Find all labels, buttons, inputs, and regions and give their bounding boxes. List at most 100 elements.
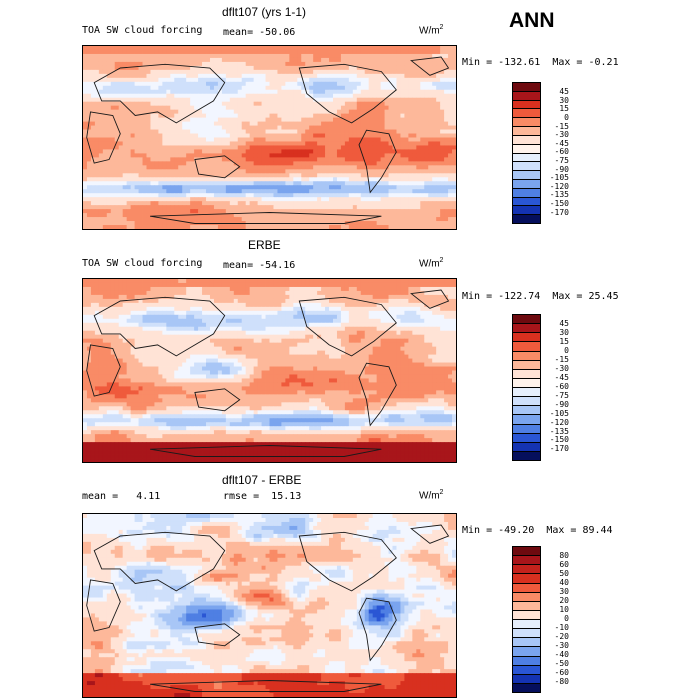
field-cell (269, 169, 274, 174)
field-cell (221, 161, 227, 166)
field-cell (344, 85, 350, 91)
field-cell (428, 169, 433, 174)
field-cell (372, 153, 378, 158)
field-cell (150, 302, 155, 308)
field-cell (221, 169, 227, 174)
field-cell (146, 89, 151, 95)
field-cell (118, 205, 124, 210)
field-cell (317, 125, 322, 130)
field-cell (90, 125, 96, 130)
field-cell (229, 73, 235, 79)
field-cell (265, 161, 270, 166)
field-cell (344, 298, 350, 304)
field-cell (126, 177, 132, 182)
field-cell (317, 294, 322, 300)
field-cell (154, 181, 159, 186)
field-cell (380, 290, 385, 296)
field-cell (329, 145, 334, 150)
field-cell (360, 53, 366, 59)
field-cell (126, 53, 132, 59)
field-cell (174, 133, 179, 138)
field-cell (428, 279, 433, 284)
field-cell (86, 105, 92, 111)
field-cell (154, 201, 159, 206)
field-cell (178, 161, 183, 166)
field-cell (436, 105, 441, 111)
field-cell (400, 117, 405, 122)
field-cell (225, 85, 231, 91)
field-cell (225, 49, 231, 55)
field-cell (146, 141, 151, 146)
field-cell (301, 97, 306, 103)
field-cell (86, 93, 92, 99)
field-cell (130, 81, 135, 87)
field-cell (329, 161, 334, 166)
field-cell (408, 137, 413, 142)
field-cell (301, 290, 306, 296)
field-cell (364, 279, 370, 284)
field-cell (146, 217, 151, 222)
field-cell (261, 46, 266, 51)
field-cell (305, 294, 310, 300)
field-cell (209, 302, 215, 308)
field-cell (126, 173, 132, 178)
field-cell (142, 53, 147, 59)
field-cell (396, 177, 401, 182)
field-cell (182, 189, 187, 194)
field-cell (321, 81, 326, 87)
field-cell (388, 177, 393, 182)
field-cell (265, 141, 270, 146)
field-cell (245, 290, 251, 296)
field-cell (293, 177, 298, 182)
field-cell (432, 221, 437, 226)
field-cell (329, 185, 334, 190)
field-cell (166, 302, 171, 308)
field-cell (86, 282, 92, 288)
field-cell (217, 302, 223, 308)
field-cell (408, 173, 413, 178)
field-cell (388, 121, 393, 126)
field-cell (332, 177, 338, 182)
field-cell (313, 113, 318, 119)
field-cell (138, 177, 143, 182)
field-cell (348, 201, 354, 206)
field-cell (408, 49, 413, 55)
field-cell (285, 117, 290, 122)
field-cell (392, 213, 397, 218)
field-cell (408, 286, 413, 292)
field-cell (452, 49, 456, 55)
field-cell (146, 213, 151, 218)
field-cell (130, 121, 135, 126)
field-cell (329, 217, 334, 222)
field-cell (261, 169, 266, 174)
field-cell (305, 157, 310, 162)
field-cell (146, 101, 151, 107)
field-cell (142, 286, 147, 292)
field-cell (301, 121, 306, 126)
field-cell (209, 189, 215, 194)
field-cell (388, 181, 393, 186)
field-cell (134, 93, 139, 99)
field-cell (305, 209, 310, 214)
field-cell (142, 77, 147, 83)
field-cell (436, 93, 441, 99)
field-cell (416, 294, 421, 300)
field-cell (186, 153, 191, 158)
field-cell (313, 133, 318, 138)
field-cell (440, 286, 445, 292)
field-cell (372, 209, 378, 214)
field-cell (110, 169, 116, 174)
field-cell (118, 286, 124, 292)
field-cell (332, 197, 338, 202)
field-cell (102, 65, 108, 71)
field-cell (122, 225, 128, 229)
field-cell (154, 57, 159, 63)
field-cell (186, 57, 191, 63)
field-cell (416, 105, 421, 111)
field-cell (289, 282, 294, 288)
field-cell (392, 189, 397, 194)
field-cell (257, 153, 262, 158)
field-cell (356, 209, 362, 214)
field-cell (332, 217, 338, 222)
field-cell (130, 209, 135, 214)
